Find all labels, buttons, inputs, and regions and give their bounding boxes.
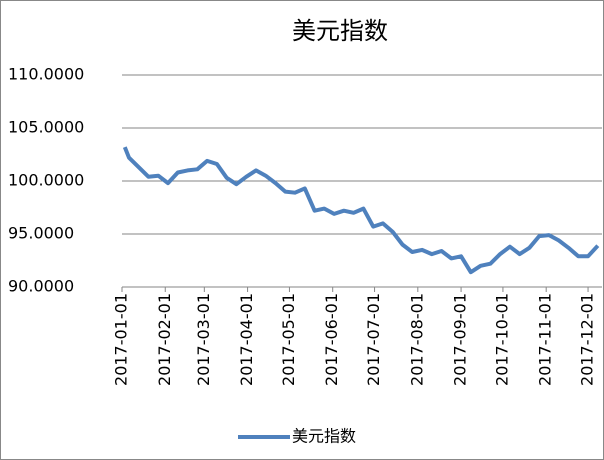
y-tick-label: 100.0000 xyxy=(8,171,84,190)
x-tick-label: 2017-03-01 xyxy=(194,293,213,386)
x-tick-label: 2017-09-01 xyxy=(451,293,470,386)
y-tick-label: 90.0000 xyxy=(8,277,74,296)
y-tick-label: 110.0000 xyxy=(8,65,84,84)
chart-title: 美元指数 xyxy=(292,17,388,45)
x-tick-label: 2017-04-01 xyxy=(237,293,256,386)
x-tick-label: 2017-01-01 xyxy=(112,293,131,386)
y-tick-label: 105.0000 xyxy=(8,118,84,137)
x-tick-label: 2017-06-01 xyxy=(322,293,341,386)
x-tick-label: 2017-02-01 xyxy=(155,293,174,386)
x-tick-label: 2017-07-01 xyxy=(364,293,383,386)
y-tick-label: 95.0000 xyxy=(8,224,74,243)
x-tick-label: 2017-12-01 xyxy=(578,293,597,386)
x-tick-label: 2017-05-01 xyxy=(279,293,298,386)
line-series xyxy=(122,146,600,275)
x-tick-label: 2017-08-01 xyxy=(407,293,426,386)
legend-label: 美元指数 xyxy=(292,427,356,446)
x-tick-label: 2017-10-01 xyxy=(492,293,511,386)
x-tick-label: 2017-11-01 xyxy=(536,293,555,386)
